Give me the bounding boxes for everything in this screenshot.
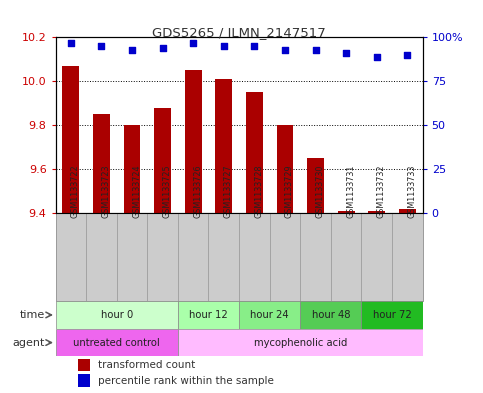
- Point: [220, 43, 227, 49]
- Bar: [86, 213, 117, 301]
- Bar: [361, 301, 423, 329]
- Bar: [239, 301, 300, 329]
- Point: [67, 39, 75, 46]
- Text: GSM1133732: GSM1133732: [377, 164, 386, 218]
- Text: hour 12: hour 12: [189, 310, 228, 320]
- Bar: [331, 213, 361, 301]
- Text: percentile rank within the sample: percentile rank within the sample: [98, 376, 274, 386]
- Bar: [185, 70, 201, 213]
- Bar: [277, 125, 293, 213]
- Bar: [392, 213, 423, 301]
- Bar: [215, 79, 232, 213]
- Text: GDS5265 / ILMN_2147517: GDS5265 / ILMN_2147517: [152, 26, 326, 39]
- Text: GSM1133730: GSM1133730: [315, 164, 325, 218]
- Bar: [78, 375, 90, 387]
- Bar: [178, 301, 239, 329]
- Text: GSM1133723: GSM1133723: [101, 164, 111, 218]
- Text: GSM1133726: GSM1133726: [193, 164, 202, 218]
- Text: untreated control: untreated control: [73, 338, 160, 347]
- Bar: [246, 92, 263, 213]
- Bar: [338, 211, 355, 213]
- Text: mycophenolic acid: mycophenolic acid: [254, 338, 347, 347]
- Text: agent: agent: [12, 338, 44, 347]
- Bar: [147, 213, 178, 301]
- Text: time: time: [19, 310, 44, 320]
- Bar: [399, 209, 416, 213]
- Bar: [178, 329, 423, 356]
- Point: [403, 52, 411, 58]
- Text: GSM1133733: GSM1133733: [407, 164, 416, 218]
- Text: GSM1133729: GSM1133729: [285, 164, 294, 218]
- Text: GSM1133725: GSM1133725: [163, 164, 171, 218]
- Point: [342, 50, 350, 56]
- Bar: [62, 66, 79, 213]
- Text: GSM1133724: GSM1133724: [132, 164, 141, 218]
- Point: [159, 45, 167, 51]
- Point: [281, 46, 289, 53]
- Point: [251, 43, 258, 49]
- Point: [128, 46, 136, 53]
- Bar: [361, 213, 392, 301]
- Bar: [369, 211, 385, 213]
- Bar: [300, 301, 361, 329]
- Bar: [307, 158, 324, 213]
- Bar: [239, 213, 270, 301]
- Bar: [78, 359, 90, 371]
- Point: [98, 43, 105, 49]
- Point: [312, 46, 319, 53]
- Text: GSM1133722: GSM1133722: [71, 164, 80, 218]
- Bar: [209, 213, 239, 301]
- Bar: [56, 213, 86, 301]
- Bar: [117, 213, 147, 301]
- Bar: [93, 114, 110, 213]
- Bar: [178, 213, 209, 301]
- Text: hour 0: hour 0: [100, 310, 133, 320]
- Point: [189, 39, 197, 46]
- Text: transformed count: transformed count: [98, 360, 195, 370]
- Text: GSM1133731: GSM1133731: [346, 164, 355, 218]
- Point: [373, 53, 381, 60]
- Text: GSM1133727: GSM1133727: [224, 164, 233, 218]
- Bar: [300, 213, 331, 301]
- Bar: [56, 301, 178, 329]
- Text: hour 24: hour 24: [250, 310, 289, 320]
- Bar: [154, 108, 171, 213]
- Bar: [124, 125, 141, 213]
- Bar: [270, 213, 300, 301]
- Text: hour 72: hour 72: [373, 310, 412, 320]
- Bar: [56, 329, 178, 356]
- Text: hour 48: hour 48: [312, 310, 350, 320]
- Text: GSM1133728: GSM1133728: [255, 164, 263, 218]
